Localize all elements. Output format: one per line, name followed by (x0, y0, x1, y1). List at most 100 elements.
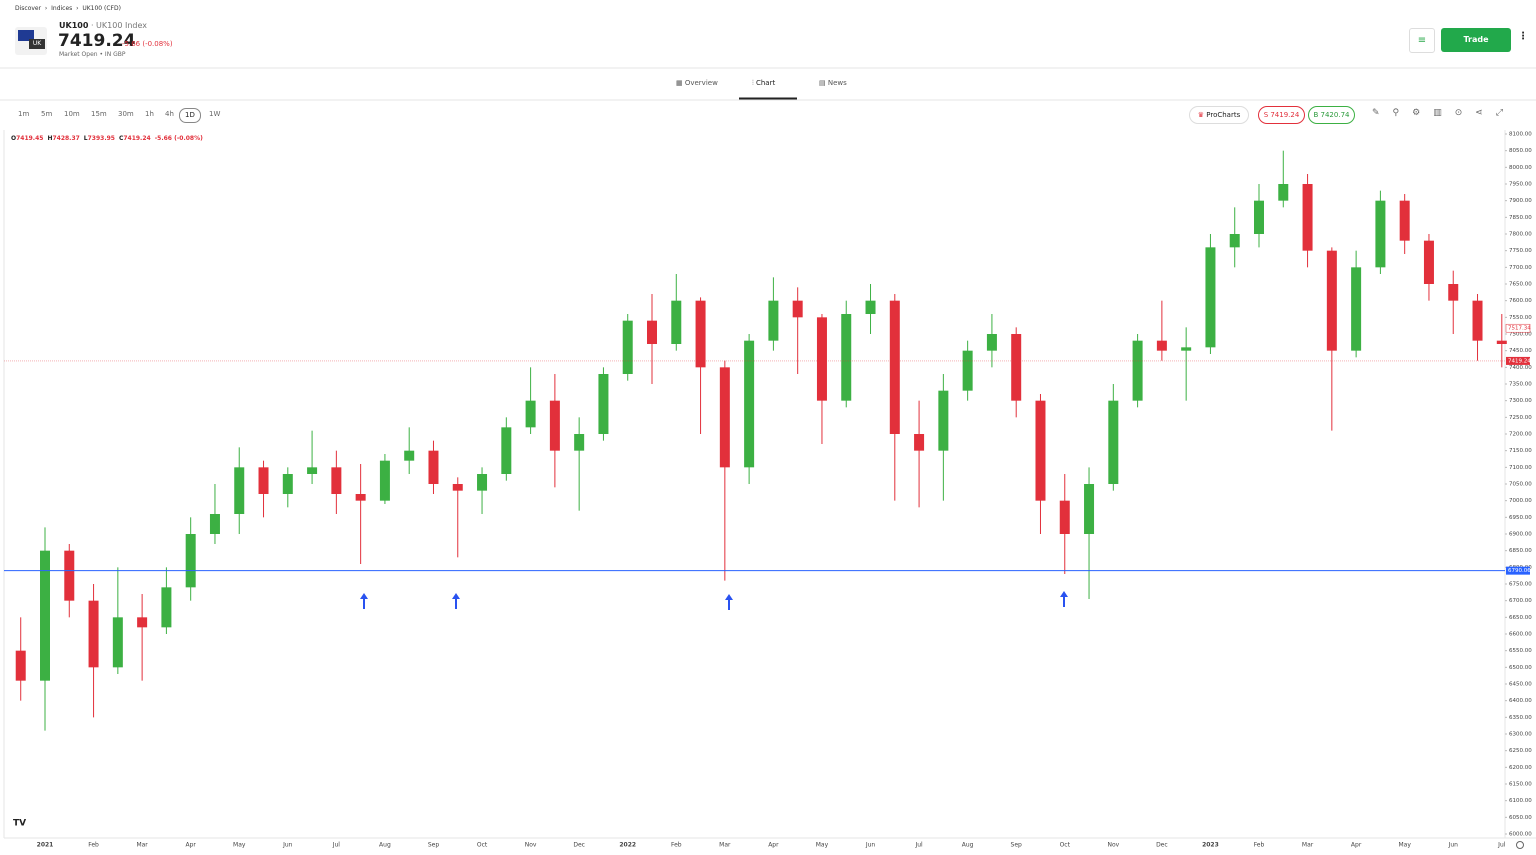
logo-glyph: 𝗧𝗩 (13, 819, 26, 829)
y-tick-label: 8100.00 (1509, 132, 1532, 138)
x-tick-label: 2023 (1202, 842, 1219, 849)
procharts-button[interactable]: ♛ ProCharts (1189, 106, 1249, 124)
crumb: UK100 (CFD) (82, 5, 121, 12)
x-tick-label: Apr (1351, 842, 1362, 849)
timeframe[interactable]: 5m (41, 110, 53, 118)
x-tick-label: Oct (477, 842, 488, 849)
timeframe[interactable]: 15m (91, 110, 107, 118)
crumb[interactable]: Discover (15, 5, 42, 12)
currency: IN GBP (104, 51, 126, 58)
candle-body (1496, 340, 1507, 344)
y-tick-label: 6050.00 (1509, 815, 1532, 821)
x-tick-label: May (233, 842, 246, 849)
candle-body (185, 534, 196, 588)
candle-body (137, 617, 148, 628)
sell-button[interactable]: S 7419.24 (1258, 106, 1305, 124)
price-tag-label: 6790.06 (1508, 568, 1531, 574)
y-tick-label: 8000.00 (1509, 165, 1532, 171)
x-tick-label: Mar (136, 842, 148, 849)
candle-body (938, 390, 949, 451)
trade-button[interactable]: Trade (1441, 28, 1511, 52)
ohlc-key: H (47, 135, 53, 142)
candle-body (647, 320, 657, 344)
y-tick-label: 6000.00 (1509, 832, 1532, 838)
timeframe[interactable]: 10m (64, 110, 80, 118)
candle-body (1084, 484, 1095, 534)
y-tick-label: 7750.00 (1509, 248, 1532, 254)
candle-body (379, 460, 390, 501)
x-tick-label: Jul (332, 842, 341, 849)
more-button[interactable]: ⋮ (1518, 31, 1528, 42)
candle-body (1229, 234, 1240, 248)
y-tick-label: 6750.00 (1509, 582, 1532, 588)
y-tick-label: 8050.00 (1509, 148, 1532, 154)
y-tick-label: 6600.00 (1509, 632, 1532, 638)
timeframe[interactable]: 4h (165, 110, 174, 118)
candle-body (258, 467, 269, 494)
candle-body (428, 450, 439, 484)
buy-button[interactable]: B 7420.74 (1308, 106, 1355, 124)
timeframe[interactable]: 1h (145, 110, 154, 118)
candle-body (914, 434, 925, 451)
watchlist-button[interactable]: ≡ (1409, 28, 1435, 53)
candle-body (792, 300, 803, 318)
tab[interactable]: ▦ Overview (676, 79, 718, 87)
x-tick-label: Mar (719, 842, 731, 849)
ohlc-key: L (83, 135, 88, 142)
arrow (725, 594, 733, 610)
settings-icon[interactable] (1516, 841, 1524, 849)
candle-body (695, 300, 706, 368)
y-tick-label: 6550.00 (1509, 648, 1532, 654)
y-tick-label: 6350.00 (1509, 715, 1532, 721)
y-tick-label: 6300.00 (1509, 732, 1532, 738)
y-tick-label: 7100.00 (1509, 465, 1532, 471)
y-tick-label: 7500.00 (1509, 332, 1532, 338)
x-tick-label: Apr (185, 842, 196, 849)
y-tick-label: 6100.00 (1509, 798, 1532, 804)
tool-icons[interactable]: ✎⚲⚙▥⊙⋖⤢ (1372, 108, 1516, 118)
candle-body (744, 340, 755, 468)
tv-logo: 𝗧𝗩 (13, 819, 26, 829)
y-tick-label: 6250.00 (1509, 748, 1532, 754)
y-tick-label: 6200.00 (1509, 765, 1532, 771)
timeframe[interactable]: 1m (18, 110, 30, 118)
x-tick-label: Mar (1302, 842, 1314, 849)
timeframe[interactable]: 30m (118, 110, 134, 118)
ohlc-value: 7393.95 (87, 135, 115, 142)
ohlc-key: O (11, 135, 17, 142)
candle-body (986, 334, 997, 351)
ohlc-value: 7419.45 (16, 135, 44, 142)
ohlc-value: 7419.24 (123, 135, 151, 142)
x-tick-label: Jun (865, 842, 876, 849)
y-tick-label: 6850.00 (1509, 548, 1532, 554)
tab[interactable]: ▤ News (819, 79, 847, 87)
breadcrumb: Discover › Indices › UK100 (CFD) (15, 5, 121, 12)
candle-body (1278, 184, 1289, 201)
x-tick-label: Oct (1060, 842, 1071, 849)
price-tag (1505, 323, 1531, 333)
candle-body (477, 474, 488, 491)
y-tick-label: 6400.00 (1509, 698, 1532, 704)
y-tick-label: 7300.00 (1509, 398, 1532, 404)
candle-body (15, 650, 26, 681)
y-tick-label: 6650.00 (1509, 615, 1532, 621)
tab[interactable]: ⫶ Chart (752, 79, 776, 87)
candle-body (525, 400, 536, 428)
candle-body (1399, 200, 1410, 241)
arrow (360, 593, 368, 609)
y-tick-label: 7700.00 (1509, 265, 1532, 271)
candle-body (161, 587, 172, 628)
candle-body (598, 374, 609, 434)
ohlc-info: O7419.45 H7428.37 L7393.95 C7419.24 -5.66 (-… (11, 135, 203, 142)
y-tick-label: 7250.00 (1509, 415, 1532, 421)
timeframe[interactable]: 1D (179, 108, 201, 123)
timeframe[interactable]: 1W (209, 110, 221, 118)
candle-body (1108, 400, 1119, 484)
status: Market Open (59, 51, 98, 58)
y-tick-label: 7050.00 (1509, 482, 1532, 488)
crumb[interactable]: Indices (51, 5, 73, 12)
candle-body (64, 550, 75, 601)
candle-body (719, 367, 730, 468)
